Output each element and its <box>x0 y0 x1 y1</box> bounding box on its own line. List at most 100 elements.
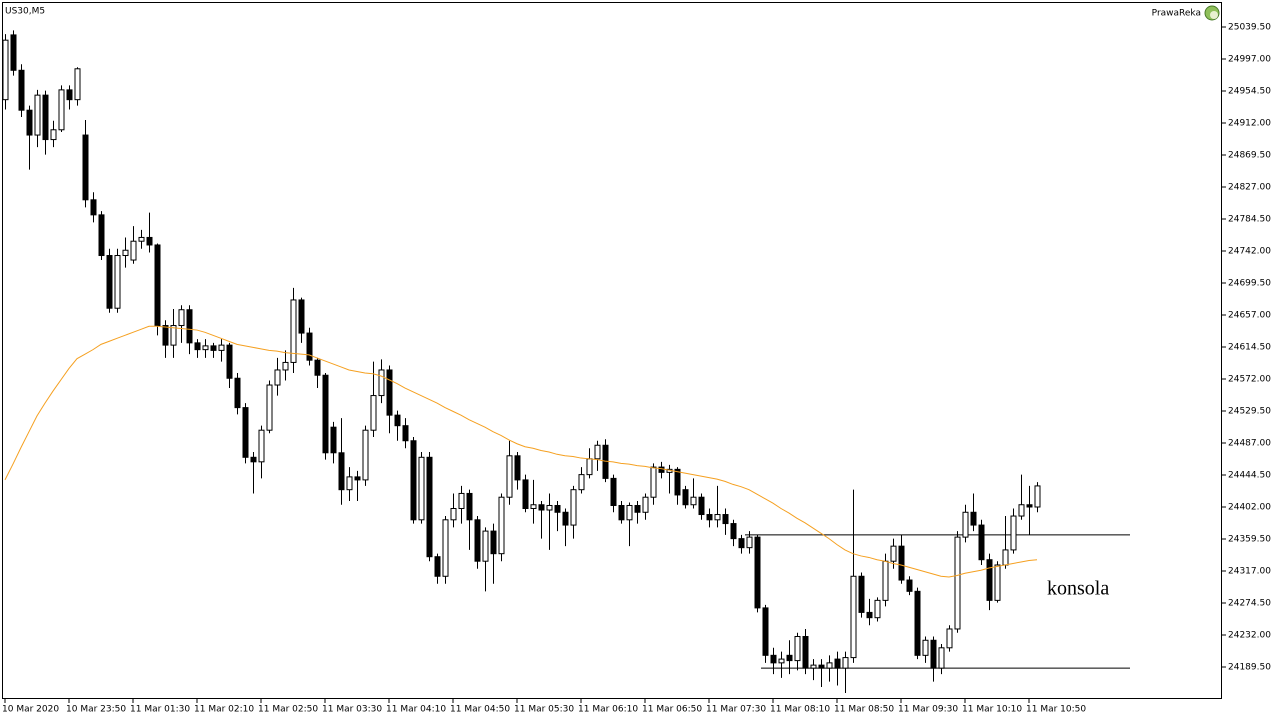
candle-body <box>498 496 505 555</box>
x-tick-label: 11 Mar 04:10 <box>386 705 446 715</box>
x-tick-label: 10 Mar 23:50 <box>66 705 126 715</box>
candle-body <box>634 504 641 513</box>
candle-body <box>346 476 353 491</box>
x-tick-label: 11 Mar 06:10 <box>578 705 638 715</box>
candle-body <box>170 325 177 346</box>
candle-body <box>2 39 9 101</box>
candle-body <box>42 94 49 141</box>
y-tick-label: 24572.00 <box>1228 375 1271 385</box>
candle-body <box>650 466 657 498</box>
y-tick-label: 24402.00 <box>1228 503 1271 513</box>
candle-body <box>362 429 369 481</box>
y-tick-label: 24232.00 <box>1228 631 1271 641</box>
x-tick-label: 11 Mar 08:10 <box>770 705 830 715</box>
y-tick-label: 24954.50 <box>1228 87 1271 97</box>
candle-body <box>378 369 385 397</box>
candle-body <box>970 511 977 526</box>
x-tick-label: 11 Mar 06:50 <box>642 705 702 715</box>
candle-body <box>202 345 209 351</box>
candle-body <box>242 407 249 458</box>
candle-body <box>914 590 921 656</box>
candle-body <box>730 523 737 540</box>
candle-body <box>762 607 769 656</box>
candle-body <box>562 511 569 526</box>
candle-body <box>554 504 561 513</box>
x-tick-label: 11 Mar 03:30 <box>322 705 382 715</box>
candle-body <box>98 214 105 257</box>
candle-body <box>538 504 545 511</box>
y-tick-label: 24699.50 <box>1228 279 1271 289</box>
y-tick-label: 24657.00 <box>1228 311 1271 321</box>
candle-body <box>842 657 849 669</box>
candle-body <box>1018 504 1025 517</box>
candle-body <box>682 489 689 506</box>
candle-body <box>802 636 809 669</box>
candle-body <box>818 664 825 669</box>
y-tick-label: 24359.50 <box>1228 535 1271 545</box>
candle-body <box>858 575 865 613</box>
candle-body <box>898 545 905 581</box>
x-tick-label: 11 Mar 04:50 <box>450 705 510 715</box>
x-tick-label: 11 Mar 08:50 <box>834 705 894 715</box>
candle-body <box>618 504 625 521</box>
candle-body <box>210 345 217 351</box>
candle-body <box>426 456 433 558</box>
candle-body <box>722 514 729 525</box>
candle-body <box>466 492 473 521</box>
y-tick-label: 24997.00 <box>1228 55 1271 65</box>
candle-body <box>178 309 185 327</box>
candle-body <box>266 384 273 431</box>
candle-body <box>882 560 889 601</box>
candle-body <box>610 477 617 506</box>
moving-average <box>4 325 1038 578</box>
x-tick-label: 11 Mar 09:30 <box>898 705 958 715</box>
candle-body <box>1034 485 1041 508</box>
symbol-label: US30,M5 <box>5 7 45 17</box>
candle-body <box>106 255 113 309</box>
candle-body <box>370 395 377 431</box>
y-tick-label: 24274.50 <box>1228 599 1271 609</box>
annotation: konsola <box>1047 578 1109 600</box>
candle-body <box>906 579 913 592</box>
candle-body <box>274 369 281 386</box>
candle-body <box>194 342 201 351</box>
y-tick-label: 24487.00 <box>1228 439 1271 449</box>
y-tick-label: 25039.50 <box>1228 23 1271 33</box>
candle-body <box>66 89 73 101</box>
y-tick-label: 24742.00 <box>1228 247 1271 257</box>
candle-body <box>954 536 961 630</box>
candle-body <box>578 474 585 491</box>
candle-body <box>258 429 265 463</box>
candle-body <box>674 468 681 496</box>
candle-body <box>234 377 241 409</box>
y-tick-label: 24189.50 <box>1228 663 1271 673</box>
candle-body <box>850 575 857 659</box>
candle-body <box>82 134 89 201</box>
candle-body <box>490 530 497 555</box>
candle-body <box>434 556 441 577</box>
candle-body <box>506 455 513 498</box>
x-tick-label: 11 Mar 02:10 <box>194 705 254 715</box>
candle-body <box>626 504 633 521</box>
candle-body <box>890 545 897 562</box>
candle-body <box>226 344 233 379</box>
candle-body <box>866 611 873 619</box>
candle-body <box>642 496 649 513</box>
candle-body <box>922 639 929 656</box>
candle-body <box>986 559 993 601</box>
candle-body <box>50 129 57 141</box>
x-tick-label: 11 Mar 10:10 <box>962 705 1022 715</box>
candle-body <box>698 496 705 516</box>
candle-body <box>946 628 953 649</box>
candle-body <box>514 455 521 481</box>
candle-body <box>746 536 753 549</box>
y-tick-label: 24444.50 <box>1228 471 1271 481</box>
candle-body <box>410 440 417 521</box>
candle-body <box>306 332 313 361</box>
candle-body <box>602 444 609 479</box>
candle-body <box>10 34 17 71</box>
candle-body <box>162 325 169 346</box>
x-tick-label: 10 Mar 2020 <box>2 705 59 715</box>
candle-body <box>770 654 777 664</box>
candle-body <box>754 536 761 609</box>
